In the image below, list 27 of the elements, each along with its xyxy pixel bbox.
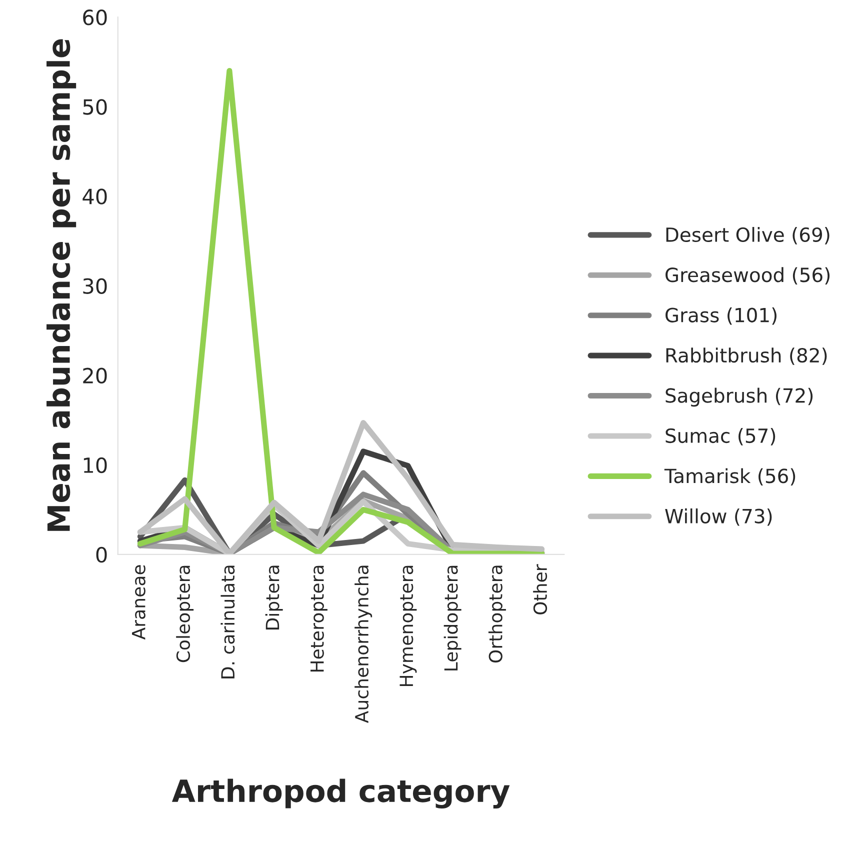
legend-label: Tamarisk (56) [664, 468, 796, 486]
x-tick-label: Araneae [132, 565, 146, 640]
legend-label: Rabbitbrush (82) [666, 348, 827, 365]
y-tick-label: 30 [83, 278, 107, 294]
x-tick-label: Orthoptera [488, 566, 506, 662]
legend-label: Sumac (57) [666, 428, 776, 446]
legend-label: Desert Olive (69) [666, 226, 830, 244]
y-tick-label: 10 [84, 457, 107, 474]
legend-label: Greasewood (56) [666, 267, 830, 285]
x-tick-label: Auchenorrhyncha [354, 566, 372, 724]
x-tick-label: Other [533, 564, 548, 614]
y-tick-label: 20 [83, 368, 107, 384]
x-tick-label: Lepidoptera [444, 566, 462, 670]
y-tick-label: 40 [82, 188, 107, 204]
x-tick-label: Hymenoptera [400, 566, 417, 686]
x-axis-title: Arthropod category [172, 778, 510, 809]
x-tick-label: D. carinulata [220, 566, 235, 678]
y-tick-label: 0 [96, 546, 107, 563]
y-axis-title: Mean abundance per sample [46, 39, 76, 531]
legend-label: Grass (101) [666, 307, 776, 325]
y-tick-label: 50 [83, 99, 107, 115]
y-tick-label: 60 [83, 10, 107, 26]
x-tick-label: Heteroptera [310, 566, 328, 672]
legend-label: Willow (73) [665, 508, 772, 526]
x-tick-label: Diptera [265, 566, 283, 630]
x-tick-label: Coleoptera [176, 566, 194, 662]
legend-label: Sagebrush (72) [666, 388, 813, 407]
